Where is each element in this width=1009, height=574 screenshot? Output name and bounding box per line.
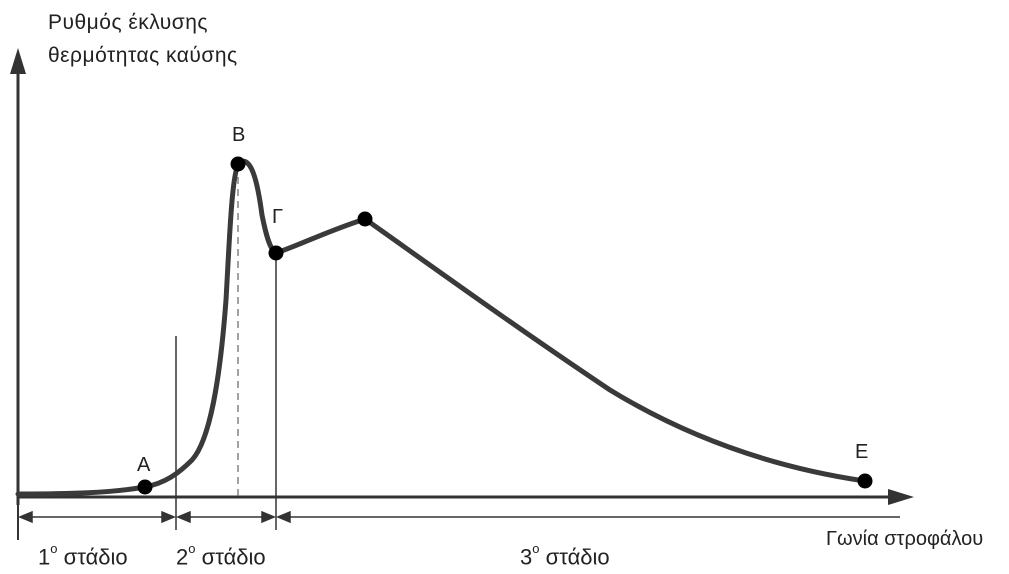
heat-release-curve <box>15 158 868 497</box>
stage-1-number: 1 <box>38 544 51 570</box>
stage-1-ordinal: ο <box>50 541 58 556</box>
stage-3-text: στάδιο <box>545 544 610 570</box>
stage-2-number: 2 <box>176 544 189 570</box>
stage-2-text: στάδιο <box>201 544 266 570</box>
point-b-label: B <box>232 124 246 146</box>
stage-3-ordinal: ο <box>532 541 540 556</box>
point-e-marker <box>857 473 873 489</box>
second-peak-marker <box>357 211 373 227</box>
stage-1-text: στάδιο <box>63 544 128 570</box>
stage-2-ordinal: ο <box>188 541 196 556</box>
point-g-label: Γ <box>272 206 284 228</box>
stage-1-label: 1ο στάδιο <box>38 541 128 570</box>
point-a-label: A <box>137 454 151 476</box>
y-axis-label: Ρυθμός έκλυσης θερμότητας καύσης <box>48 6 238 72</box>
point-g-marker <box>268 245 284 261</box>
stage-2-label: 2ο στάδιο <box>176 541 266 570</box>
y-axis-label-line2: θερμότητας καύσης <box>48 44 238 67</box>
stage-2-dimension <box>176 510 276 524</box>
point-b-marker <box>230 156 246 172</box>
x-axis-label: Γωνία στροφάλου <box>826 528 984 550</box>
y-axis-arrow <box>10 48 26 74</box>
x-axis-arrow <box>888 489 914 505</box>
point-a-marker <box>137 479 153 495</box>
stage-3-number: 3 <box>520 544 533 570</box>
y-axis-label-line1: Ρυθμός έκλυσης <box>48 11 209 34</box>
point-e-label: E <box>855 441 869 463</box>
stage-3-dimension <box>276 510 900 524</box>
stage-3-label: 3ο στάδιο <box>520 541 610 570</box>
stage-1-dimension <box>18 510 176 524</box>
